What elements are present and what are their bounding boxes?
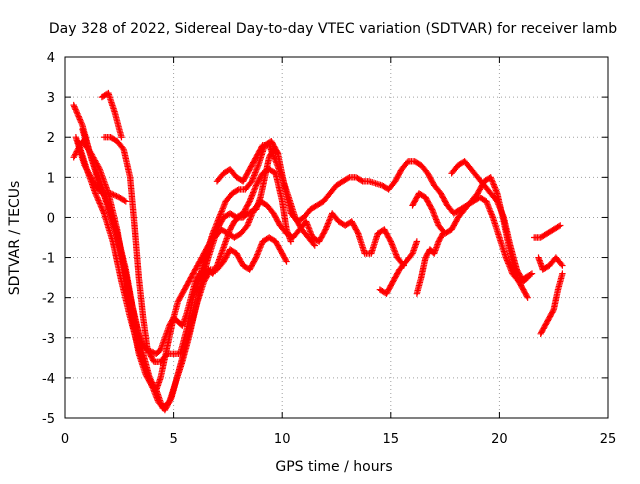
- data-point: [439, 230, 447, 237]
- data-point: [559, 270, 566, 277]
- data-point: [252, 255, 259, 263]
- x-tick-label: 0: [61, 432, 69, 447]
- data-point: [358, 177, 365, 184]
- data-point: [536, 258, 544, 266]
- chart-title: Day 328 of 2022, Sidereal Day-to-day VTE…: [49, 21, 617, 37]
- data-point: [72, 106, 79, 113]
- data-point: [527, 271, 534, 278]
- plot-frame: [64, 56, 609, 419]
- data-point: [72, 151, 79, 158]
- data-point: [73, 107, 80, 115]
- data-point: [311, 242, 318, 249]
- data-point: [234, 187, 241, 194]
- data-point: [428, 204, 435, 212]
- data-point: [77, 119, 85, 126]
- data-point: [287, 238, 295, 245]
- data-point: [439, 231, 446, 238]
- y-tick-label: -3: [42, 332, 55, 347]
- y-tick-label: -4: [42, 372, 55, 387]
- data-point: [558, 261, 565, 268]
- y-tick-label: 1: [47, 171, 55, 186]
- data-point: [111, 192, 119, 199]
- data-point: [345, 174, 352, 182]
- y-tick-label: -5: [42, 412, 55, 427]
- x-tick-label: 15: [383, 432, 400, 447]
- data-point: [99, 205, 106, 213]
- data-point: [557, 222, 564, 229]
- data-markers: [70, 89, 566, 414]
- data-point: [549, 307, 557, 315]
- data-point: [283, 258, 290, 265]
- data-point: [95, 198, 103, 206]
- data-point: [282, 257, 289, 264]
- y-tick-label: -2: [42, 292, 55, 307]
- data-point: [74, 112, 82, 119]
- y-tick-label: 3: [47, 91, 55, 106]
- data-point: [321, 227, 329, 234]
- data-point: [119, 144, 126, 152]
- y-tick-label: -1: [42, 252, 55, 267]
- data-point: [90, 184, 97, 191]
- data-point: [523, 293, 531, 300]
- data-point: [413, 238, 421, 245]
- y-tick-label: 0: [47, 211, 55, 226]
- x-tick-label: 10: [274, 432, 291, 447]
- data-point: [75, 113, 82, 120]
- data-point: [559, 262, 566, 269]
- x-tick-label: 25: [600, 432, 617, 447]
- data-point: [524, 294, 531, 301]
- data-point: [109, 102, 116, 109]
- y-axis-title: SDTVAR / TECUs: [7, 181, 23, 296]
- data-point: [524, 274, 531, 281]
- x-tick-label: 20: [491, 432, 508, 447]
- grid: [65, 57, 608, 418]
- x-axis-title: GPS time / hours: [275, 459, 392, 475]
- data-point: [528, 270, 536, 277]
- x-tick-label: 5: [169, 432, 177, 447]
- data-point: [354, 229, 361, 236]
- data-point: [523, 275, 530, 282]
- data-point: [555, 223, 563, 230]
- y-tick-label: 2: [47, 131, 55, 146]
- data-point: [245, 199, 253, 206]
- data-point: [122, 198, 130, 205]
- data-point: [93, 193, 100, 200]
- data-point: [121, 197, 128, 204]
- data-point: [96, 176, 103, 183]
- data-point: [118, 134, 125, 141]
- y-tick-label: 4: [47, 51, 55, 66]
- data-point: [167, 396, 174, 403]
- data-point: [386, 237, 394, 244]
- data-point: [310, 241, 317, 248]
- data-point: [70, 101, 77, 109]
- data-point: [83, 166, 90, 173]
- data-point: [90, 160, 97, 167]
- data-point: [72, 149, 80, 157]
